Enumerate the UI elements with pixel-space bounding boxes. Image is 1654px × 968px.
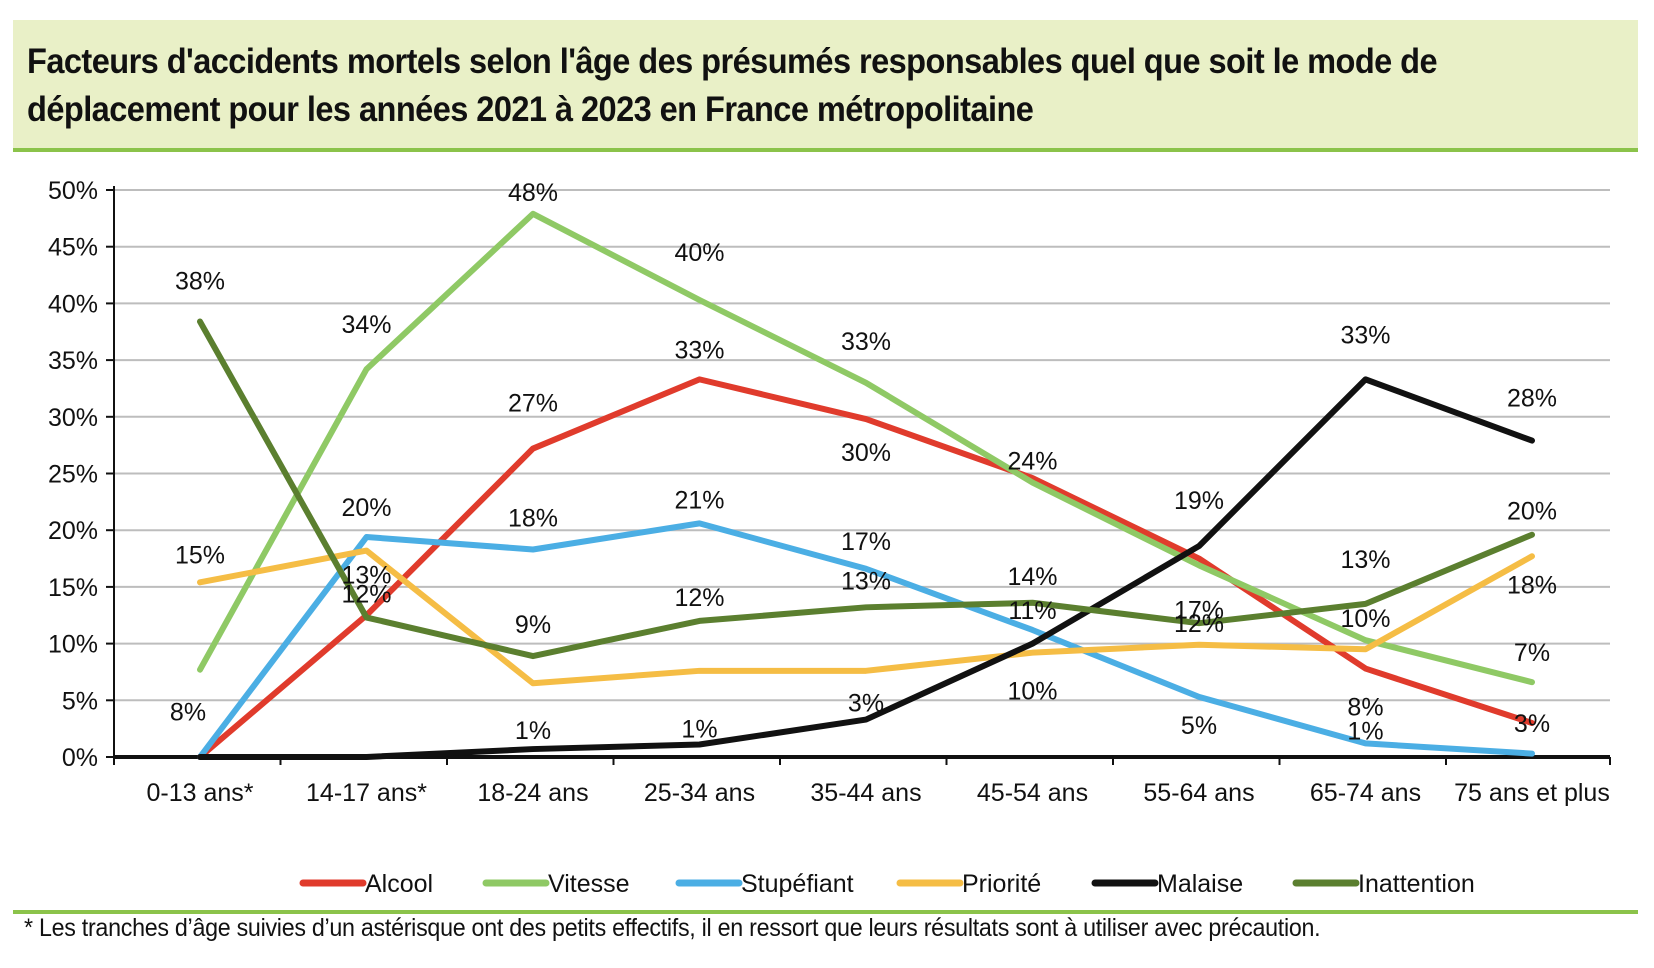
data-label: 34% <box>341 311 391 339</box>
data-label: 17% <box>1174 596 1224 624</box>
legend-label: Inattention <box>1358 870 1475 898</box>
data-label: 27% <box>508 390 558 418</box>
series-line-inattention <box>197 318 1535 660</box>
data-label: 18% <box>508 504 558 532</box>
data-label: 5% <box>1181 712 1217 740</box>
data-label: 11% <box>1008 597 1056 625</box>
series-line-stupéfiant <box>197 520 1535 760</box>
data-labels: 12% 27% 33% 30% 8% 3% 8% 34% 48% 40% 33% 24% 17% 10% 7… <box>170 179 1557 746</box>
data-label: 40% <box>674 239 724 267</box>
data-label: 19% <box>1174 487 1224 515</box>
x-tick-label: 35-44 ans <box>810 779 921 807</box>
data-label: 15% <box>175 541 225 569</box>
data-label: 12% <box>1174 610 1224 638</box>
data-label: 33% <box>841 328 891 356</box>
y-tick-label: 35% <box>48 347 98 375</box>
legend-label: Alcool <box>365 870 433 898</box>
data-label: 1% <box>515 717 551 745</box>
x-tick-label: 75 ans et plus <box>1454 779 1610 807</box>
x-tick-label: 65-74 ans <box>1310 779 1421 807</box>
data-label: 28% <box>1507 385 1557 413</box>
x-tick-label: 55-64 ans <box>1143 779 1254 807</box>
legend-label: Priorité <box>962 870 1041 898</box>
y-tick-label: 50% <box>48 177 98 205</box>
data-label: 12% <box>674 584 724 612</box>
data-label: 7% <box>1514 639 1550 667</box>
y-tick-label: 5% <box>62 687 98 715</box>
data-label: 8% <box>1347 694 1383 722</box>
y-tick-label: 15% <box>48 574 98 602</box>
data-label: 21% <box>674 486 724 514</box>
footer-divider <box>13 910 1638 914</box>
series-line-malaise <box>197 376 1535 760</box>
data-label: 14% <box>1007 563 1057 591</box>
data-label: 1% <box>681 716 717 744</box>
y-tick-label: 40% <box>48 290 98 318</box>
y-axis-ticks: 0% 5% 10% 15% 20% 25% 30% 35% 40% 45% 50% <box>48 177 114 772</box>
series-line-vitesse <box>197 210 1535 686</box>
legend: Alcool Vitesse Stupéfiant Priorité Malaise In… <box>299 870 1475 898</box>
data-label: 8% <box>170 699 206 727</box>
legend-label: Malaise <box>1157 870 1243 898</box>
x-tick-label: 14-17 ans* <box>306 779 427 807</box>
data-label: 10% <box>1340 605 1390 633</box>
data-label: 13% <box>841 567 891 595</box>
series-lines <box>197 210 1535 760</box>
data-label: 3% <box>848 690 884 718</box>
x-tick-label: 45-54 ans <box>977 779 1088 807</box>
data-label: 3% <box>1514 710 1550 738</box>
y-tick-label: 25% <box>48 461 98 489</box>
title-band: Facteurs d'accidents mortels selon l'âge… <box>13 20 1638 152</box>
x-tick-label: 18-24 ans <box>477 779 588 807</box>
data-label: 38% <box>175 268 225 296</box>
y-tick-label: 10% <box>48 631 98 659</box>
x-axis-labels: 0-13 ans* 14-17 ans* 18-24 ans 25-34 ans 35-… <box>113 757 1611 807</box>
x-tick-label: 25-34 ans <box>644 779 755 807</box>
data-label: 17% <box>841 528 891 556</box>
y-tick-label: 20% <box>48 517 98 545</box>
data-label: 9% <box>515 611 551 639</box>
data-label: 20% <box>341 494 391 522</box>
legend-label: Stupéfiant <box>741 870 854 898</box>
series-line-priorité <box>197 547 1535 687</box>
gridlines <box>114 189 1610 702</box>
y-tick-label: 30% <box>48 404 98 432</box>
data-label: 33% <box>674 336 724 364</box>
footnote: * Les tranches d’âge suivies d’un astéri… <box>24 914 1321 942</box>
data-label: 10% <box>1007 678 1057 706</box>
data-label: 30% <box>841 439 891 467</box>
series-line-alcool <box>197 376 1535 760</box>
data-label: 33% <box>1340 321 1390 349</box>
data-label: 20% <box>1507 498 1557 526</box>
data-label: 12% <box>341 580 391 608</box>
x-tick-label: 0-13 ans* <box>146 779 253 807</box>
legend-label: Vitesse <box>548 870 630 898</box>
data-label: 18% <box>1507 571 1557 599</box>
data-label: 1% <box>1347 717 1383 745</box>
y-tick-label: 0% <box>62 744 98 772</box>
y-tick-label: 45% <box>48 234 98 262</box>
data-label: 13% <box>1340 546 1390 574</box>
chart-title: Facteurs d'accidents mortels selon l'âge… <box>27 42 1438 129</box>
data-label: 24% <box>1007 448 1057 476</box>
data-label: 13% <box>341 562 391 590</box>
data-label: 48% <box>508 179 558 207</box>
